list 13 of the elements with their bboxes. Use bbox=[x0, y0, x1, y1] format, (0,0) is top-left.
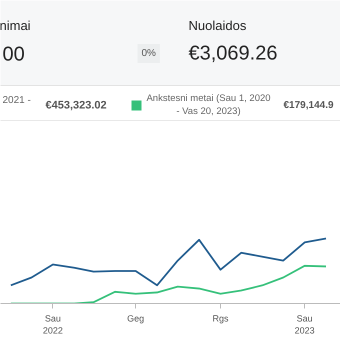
text: 2021 - bbox=[2, 95, 31, 106]
text: 00 bbox=[2, 44, 25, 66]
text: nimai bbox=[0, 18, 31, 33]
text: €3,069.26 bbox=[188, 42, 278, 64]
text: 0% bbox=[142, 48, 156, 59]
text: €453,323.02 bbox=[46, 100, 107, 112]
x-tick-label: Sau 2022 bbox=[42, 314, 63, 336]
text: Nuolaidos bbox=[188, 18, 247, 33]
x-tick-label: Geg bbox=[127, 314, 144, 324]
x-tick-label: Sau 2023 bbox=[294, 314, 315, 336]
legend-label: Ankstesni metai (Sau 1, 2020 - Vas 20, 2023) bbox=[146, 93, 271, 117]
text: €179,144.9 bbox=[284, 100, 334, 111]
x-tick-label: Rgs bbox=[212, 314, 229, 324]
